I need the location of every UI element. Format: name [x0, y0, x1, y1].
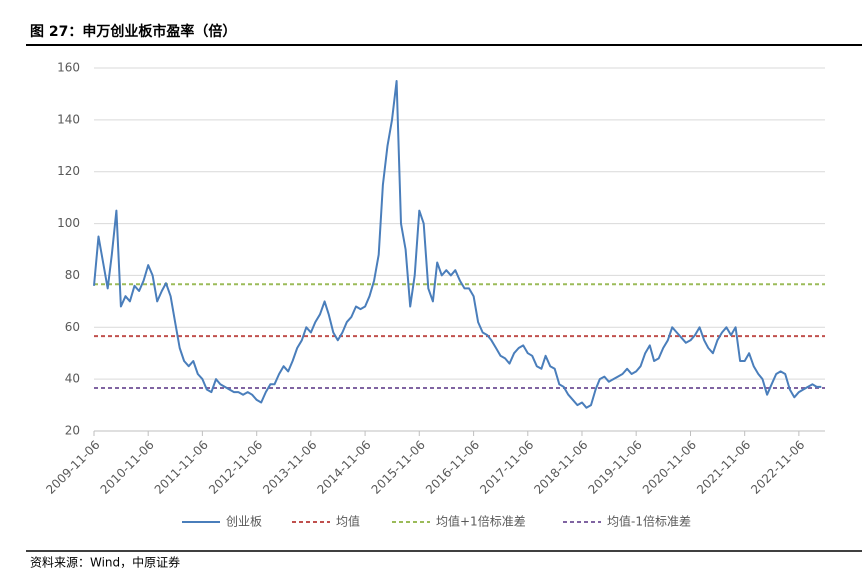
- y-tick-label: 20: [65, 424, 80, 438]
- x-tick-label: 2015-11-06: [369, 438, 428, 497]
- y-tick-label: 120: [57, 164, 80, 178]
- x-tick-label: 2017-11-06: [477, 438, 536, 497]
- x-tick-label: 2011-11-06: [152, 438, 211, 497]
- y-tick-label: 60: [65, 320, 80, 334]
- legend-label: 创业板: [226, 515, 262, 529]
- chart-title: 图 27：申万创业板市盈率（倍）: [30, 23, 236, 40]
- y-tick-label: 160: [57, 61, 80, 75]
- x-tick-label: 2012-11-06: [206, 438, 265, 497]
- x-tick-label: 2013-11-06: [260, 438, 319, 497]
- y-tick-label: 40: [65, 372, 80, 386]
- x-tick-label: 2021-11-06: [694, 438, 753, 497]
- legend-label: 均值: [336, 514, 360, 529]
- legend-label: 均值+1倍标准差: [436, 514, 526, 529]
- y-tick-label: 80: [65, 268, 80, 282]
- y-tick-label: 100: [57, 216, 80, 230]
- legend-label: 均值-1倍标准差: [607, 514, 691, 529]
- x-tick-label: 2020-11-06: [640, 438, 699, 497]
- x-tick-label: 2016-11-06: [423, 438, 482, 497]
- x-tick-label: 2018-11-06: [531, 438, 590, 497]
- x-tick-label: 2014-11-06: [314, 438, 373, 497]
- x-tick-label: 2019-11-06: [586, 438, 645, 497]
- x-tick-label: 2009-11-06: [43, 438, 102, 497]
- source-note: 资料来源：Wind，中原证券: [30, 555, 180, 570]
- y-tick-label: 140: [57, 112, 80, 126]
- x-tick-label: 2022-11-06: [748, 438, 807, 497]
- x-tick-label: 2010-11-06: [98, 438, 157, 497]
- series-line: [93, 80, 822, 409]
